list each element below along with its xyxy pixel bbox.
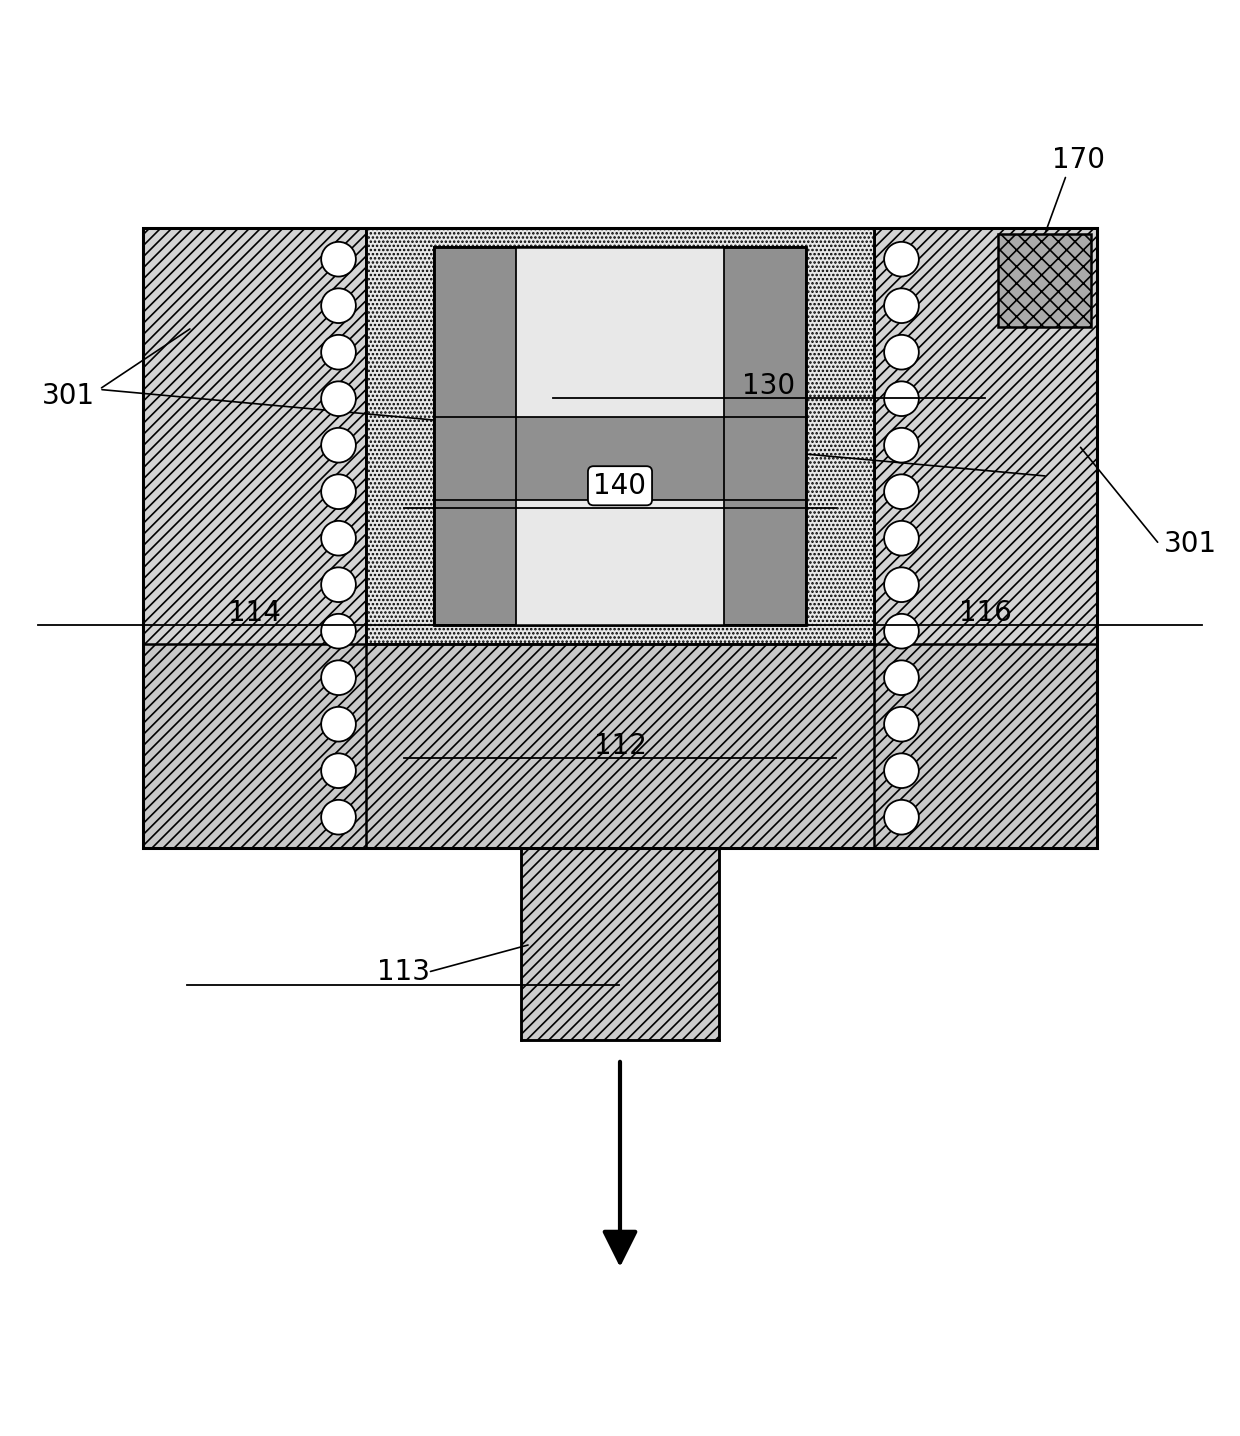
- Circle shape: [884, 521, 919, 556]
- Bar: [521, 849, 719, 1041]
- Circle shape: [321, 707, 356, 741]
- Circle shape: [321, 521, 356, 556]
- Text: 170: 170: [1053, 146, 1105, 174]
- Circle shape: [884, 335, 919, 369]
- Circle shape: [321, 382, 356, 416]
- Bar: [143, 228, 366, 849]
- Bar: [434, 247, 516, 625]
- Bar: [998, 234, 1091, 327]
- Bar: [516, 247, 724, 416]
- Circle shape: [884, 382, 919, 416]
- Circle shape: [321, 800, 356, 834]
- Bar: [434, 247, 806, 625]
- Circle shape: [884, 428, 919, 462]
- Circle shape: [321, 567, 356, 602]
- Circle shape: [321, 474, 356, 508]
- Text: 116: 116: [960, 599, 1012, 626]
- Circle shape: [884, 289, 919, 323]
- Circle shape: [321, 241, 356, 277]
- Circle shape: [321, 613, 356, 649]
- Bar: [724, 247, 806, 625]
- Circle shape: [321, 335, 356, 369]
- Circle shape: [321, 754, 356, 788]
- Text: 114: 114: [228, 599, 280, 626]
- Bar: [434, 416, 806, 500]
- Circle shape: [884, 661, 919, 695]
- Text: 140: 140: [594, 472, 646, 500]
- Circle shape: [321, 289, 356, 323]
- Bar: [366, 228, 874, 643]
- Circle shape: [884, 800, 919, 834]
- Circle shape: [884, 241, 919, 277]
- Bar: [143, 643, 1097, 849]
- Circle shape: [884, 613, 919, 649]
- Bar: [143, 228, 1097, 849]
- Bar: [874, 228, 1097, 849]
- Circle shape: [884, 474, 919, 508]
- Bar: [434, 247, 806, 625]
- Text: 130: 130: [743, 372, 795, 401]
- Circle shape: [884, 754, 919, 788]
- Text: 113: 113: [377, 958, 429, 987]
- Text: 112: 112: [594, 732, 646, 760]
- Text: 301: 301: [42, 382, 94, 409]
- Text: 301: 301: [1164, 530, 1216, 559]
- Bar: [516, 500, 724, 625]
- Circle shape: [884, 567, 919, 602]
- Circle shape: [321, 661, 356, 695]
- Circle shape: [321, 428, 356, 462]
- Circle shape: [884, 707, 919, 741]
